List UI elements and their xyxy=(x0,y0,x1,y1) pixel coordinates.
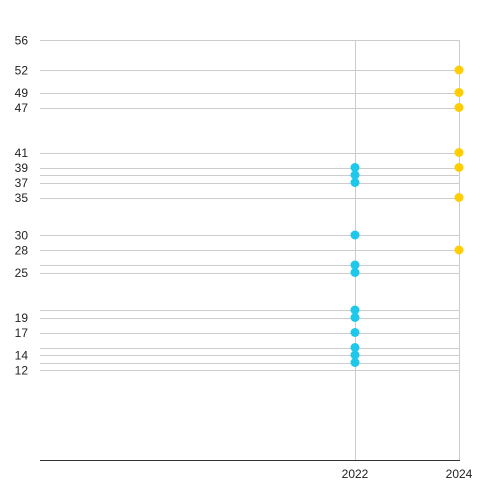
data-point[interactable] xyxy=(350,178,360,187)
y-tick-label: 19 xyxy=(15,311,29,325)
y-tick-label: 14 xyxy=(15,349,29,363)
data-point[interactable] xyxy=(454,88,464,97)
grid-layer xyxy=(40,40,460,460)
y-tick-label: 49 xyxy=(15,86,29,100)
data-point[interactable] xyxy=(350,268,360,277)
data-point[interactable] xyxy=(350,350,360,360)
y-tick-label: 17 xyxy=(15,326,29,340)
y-tick-label: 25 xyxy=(15,266,29,280)
y-tick-label: 37 xyxy=(15,176,29,190)
y-tick-label: 52 xyxy=(15,64,29,78)
data-point[interactable] xyxy=(350,260,360,270)
data-point[interactable] xyxy=(350,305,360,315)
data-point[interactable] xyxy=(454,103,464,112)
y-tick-label: 41 xyxy=(15,146,29,160)
data-point[interactable] xyxy=(350,163,360,172)
x-tick-label: 2024 xyxy=(446,467,473,481)
data-point[interactable] xyxy=(350,358,360,367)
data-point[interactable] xyxy=(454,65,464,75)
y-tick-label: 35 xyxy=(15,191,29,205)
data-point[interactable] xyxy=(350,313,360,322)
y-tick-label: 39 xyxy=(15,161,29,175)
data-point[interactable] xyxy=(454,148,464,157)
y-tick-label: 12 xyxy=(15,364,29,378)
data-point[interactable] xyxy=(454,163,464,172)
data-point[interactable] xyxy=(350,170,360,180)
y-tick-label: 28 xyxy=(15,244,29,258)
data-point[interactable] xyxy=(350,328,360,337)
data-point[interactable] xyxy=(454,193,464,202)
y-tick-label: 56 xyxy=(15,34,29,48)
y-tick-label: 30 xyxy=(15,229,29,243)
data-point[interactable] xyxy=(454,245,464,255)
x-tick-label: 2022 xyxy=(342,467,369,481)
data-point[interactable] xyxy=(350,230,360,240)
y-tick-label: 47 xyxy=(15,101,29,115)
data-point[interactable] xyxy=(350,343,360,352)
data-point-layer xyxy=(350,65,464,367)
